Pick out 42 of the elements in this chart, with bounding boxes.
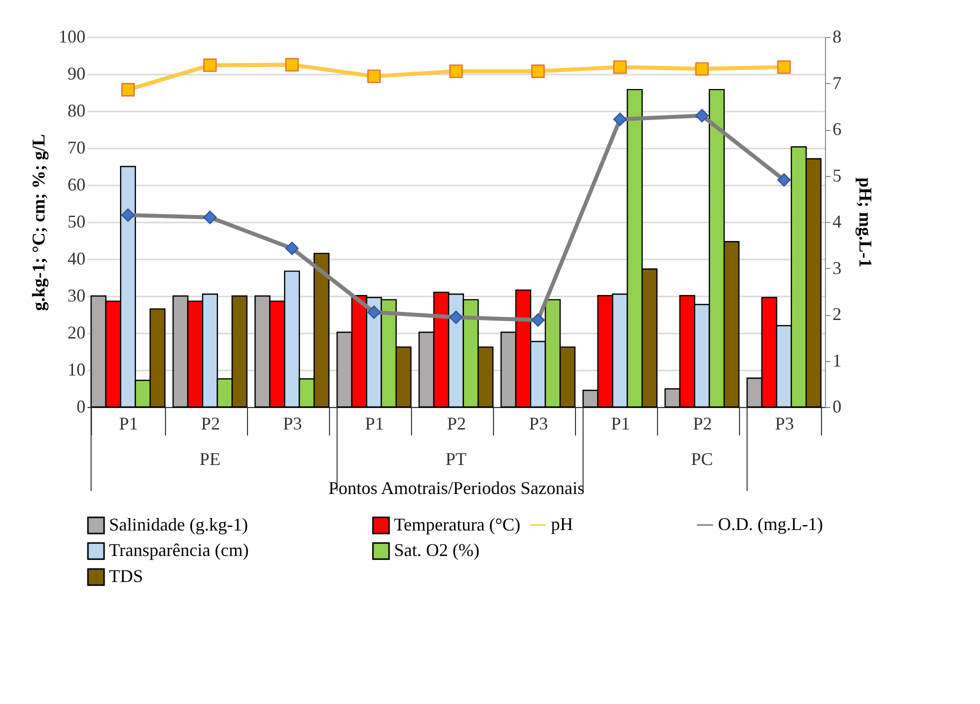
y-tick-label: 50 [68,212,86,232]
legend-label: pH [551,514,573,534]
y-tick-label: 60 [68,174,86,194]
y-tick-label: 40 [68,248,86,268]
legend-label: O.D. (mg.L-1) [718,514,823,534]
y-tick-label: 30 [68,286,86,306]
y-axis-title: g.kg-1; °C; cm; %; g/L [28,134,48,311]
x-tick-label: P1 [364,414,384,434]
x-tick-label: P2 [200,414,220,434]
y2-tick-label: 1 [832,350,842,370]
legend-label: Salinidade (g.kg-1) [109,514,248,534]
x-tick-label: P2 [692,414,712,434]
x-tick-label: P1 [610,414,630,434]
y2-tick-label: 0 [832,396,842,416]
legend-label: Transparência (cm) [109,540,249,560]
y2-tick-label: 7 [832,72,842,93]
y-tick-label: 0 [76,396,86,416]
text: PC [690,449,714,469]
legend-label: Sat. O2 (%) [394,540,480,560]
y2-tick-label: 5 [832,165,842,186]
y2-axis-title: pH; mg.L-1 [856,178,876,268]
y-tick-label: 100 [58,26,86,46]
y-tick-label: 70 [68,138,86,158]
y-tick-label: 20 [68,322,86,342]
y-tick-label: 10 [68,360,86,380]
text: PE [199,449,221,469]
x-tick-label: P1 [118,414,138,434]
y2-tick-label: 8 [832,26,842,46]
x-tick-label: P3 [282,414,302,434]
legend-label: Temperatura (°C) [394,514,520,534]
y2-tick-label: 3 [832,258,842,278]
x-tick-label: P2 [446,414,466,434]
legend-label: TDS [109,566,144,586]
y2-tick-label: 4 [832,212,842,232]
y-tick-label: 80 [68,100,86,120]
x-tick-label: P3 [528,414,548,434]
y2-tick-label: 2 [832,304,842,324]
text: PT [445,449,467,469]
x-axis-title: Pontos Amotrais/Periodos Sazonais [328,478,584,498]
y2-tick-label: 6 [832,119,842,139]
x-tick-label: P3 [774,414,794,434]
y-tick-label: 90 [68,64,86,84]
